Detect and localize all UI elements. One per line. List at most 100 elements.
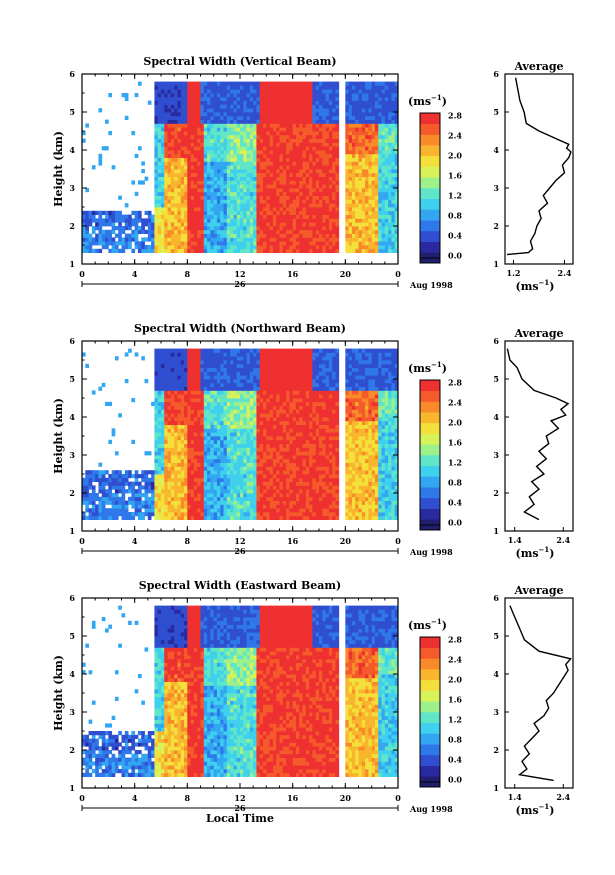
heatmap-cell: [223, 131, 228, 136]
heatmap-cell: [365, 233, 369, 238]
heatmap-cell: [391, 96, 396, 101]
heatmap-cell: [203, 146, 208, 151]
heatmap-cell: [207, 131, 211, 136]
heatmap-cell: [164, 119, 168, 124]
heatmap-cell: [210, 496, 215, 501]
heatmap-cell: [164, 493, 168, 498]
heatmap-cell: [147, 210, 152, 215]
heatmap-cell: [164, 184, 168, 189]
heatmap-cell: [332, 153, 336, 158]
heatmap-cell: [223, 161, 228, 166]
heatmap-cell: [154, 207, 159, 212]
heatmap-cell: [210, 157, 215, 162]
heatmap-cell: [302, 184, 307, 189]
heatmap-cell: [361, 180, 366, 185]
heatmap-cell: [295, 233, 300, 238]
heatmap-cell: [187, 363, 192, 368]
heatmap-cell: [184, 127, 188, 132]
heatmap-cell: [154, 241, 159, 246]
heatmap-cell: [381, 123, 386, 128]
heatmap-cell: [266, 222, 271, 227]
heatmap-cell: [200, 184, 205, 189]
heatmap-cell: [345, 207, 350, 212]
heatmap-cell: [230, 229, 234, 234]
heatmap-cell: [355, 115, 359, 120]
heatmap-cell: [197, 85, 201, 90]
heatmap-cell: [210, 394, 215, 399]
heatmap-cell: [384, 226, 389, 231]
heatmap-cell: [348, 203, 353, 208]
heatmap-cell: [161, 218, 165, 223]
heatmap-cell: [118, 470, 122, 475]
heatmap-cell: [230, 466, 234, 471]
heatmap-cell: [210, 474, 215, 479]
heatmap-cell: [384, 142, 389, 147]
heatmap-cell: [368, 184, 373, 189]
heatmap-cell: [240, 195, 244, 200]
heatmap-cell: [388, 89, 392, 94]
heatmap-cell: [88, 515, 93, 520]
heatmap-cell: [384, 203, 389, 208]
heatmap-cell: [187, 356, 192, 361]
heatmap-cell: [371, 195, 376, 200]
heatmap-cell: [315, 138, 320, 143]
heatmap-cell: [223, 515, 228, 520]
heatmap-cell: [391, 112, 396, 117]
heatmap-cell: [210, 424, 215, 429]
heatmap-cell: [230, 371, 234, 376]
heatmap-cell: [233, 489, 238, 494]
heatmap-cell: [216, 451, 221, 456]
heatmap-cell: [200, 218, 205, 223]
heatmap-cell: [187, 241, 192, 246]
heatmap-cell: [276, 112, 280, 117]
heatmap-cell: [348, 93, 353, 98]
heatmap-cell: [167, 409, 172, 414]
heatmap-cell: [161, 104, 165, 109]
heatmap-cell: [332, 226, 336, 231]
heatmap-cell: [161, 112, 165, 117]
heatmap-cell: [197, 127, 201, 132]
heatmap-cell: [184, 474, 188, 479]
heatmap-cell: [187, 104, 192, 109]
heatmap-cell: [249, 104, 254, 109]
heatmap-cell: [197, 108, 201, 113]
heatmap-cell: [85, 496, 89, 501]
heatmap-cell: [174, 363, 178, 368]
heatmap-cell: [230, 432, 234, 437]
heatmap-cell: [351, 195, 356, 200]
heatmap-cell: [233, 169, 238, 174]
heatmap-cell: [355, 226, 359, 231]
heatmap-cell: [259, 222, 264, 227]
heatmap-cell: [309, 226, 313, 231]
heatmap-cell: [167, 150, 172, 155]
heatmap-cell: [335, 245, 340, 250]
heatmap-cell: [256, 226, 261, 231]
colorbar-swatch: [420, 241, 440, 253]
heatmap-cell: [269, 100, 274, 105]
heatmap-cell: [131, 485, 136, 490]
heatmap-cell: [187, 138, 192, 143]
heatmap-cell: [184, 428, 188, 433]
heatmap-cell: [381, 237, 386, 242]
heatmap-cell: [184, 443, 188, 448]
heatmap-cell: [259, 169, 264, 174]
heatmap-cell: [282, 214, 287, 219]
heatmap-cell: [118, 233, 122, 238]
heatmap-cell: [374, 112, 379, 117]
heatmap-cell: [147, 485, 152, 490]
heatmap-cell: [240, 169, 244, 174]
heatmap-cell: [246, 229, 251, 234]
heatmap-cell: [276, 188, 280, 193]
heatmap-cell: [226, 146, 231, 151]
heatmap-cell: [230, 515, 234, 520]
heatmap-cell: [167, 394, 172, 399]
heatmap-cell: [167, 367, 172, 372]
heatmap-cell: [223, 386, 228, 391]
heatmap-cell: [388, 131, 392, 136]
heatmap-cell: [157, 401, 162, 406]
heatmap-cell: [388, 172, 392, 177]
heatmap-cell: [124, 96, 129, 101]
heatmap-cell: [279, 210, 284, 215]
heatmap-cell: [220, 229, 224, 234]
heatmap-cell: [295, 157, 300, 162]
